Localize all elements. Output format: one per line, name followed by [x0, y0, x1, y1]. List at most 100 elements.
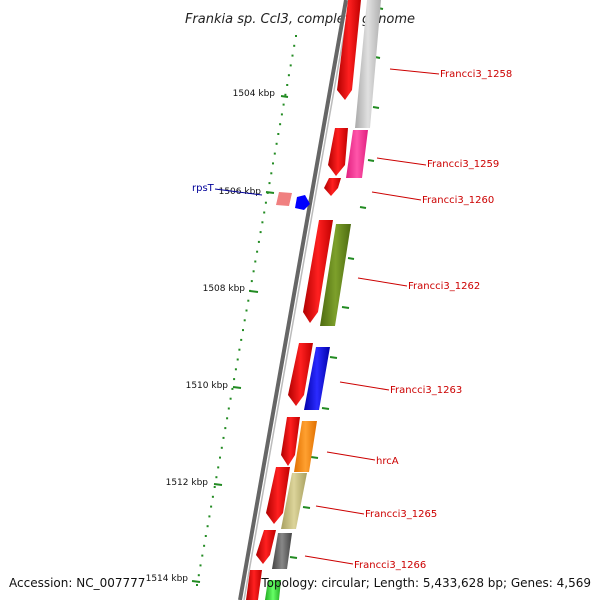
genome-backbone: [238, 0, 351, 600]
label-francci3-1266: Francci3_1266: [354, 560, 426, 571]
gene-francci3-1262: [320, 224, 351, 326]
gene-hrca: [294, 421, 317, 472]
scale-dot: [272, 162, 274, 165]
scale-dot: [206, 525, 209, 528]
scale-dot: [243, 319, 246, 322]
cds-feature: [266, 467, 290, 524]
scale-dot: [199, 564, 202, 567]
cds-feature: [281, 417, 300, 466]
cds-feature: [246, 570, 262, 600]
scale-dot: [250, 280, 253, 283]
gene-francci3-1263: [304, 347, 330, 410]
cds-feature: [328, 128, 348, 176]
gene-labels: Francci3_1258 Francci3_1259 Francci3_126…: [192, 68, 512, 571]
label-francci3-1263: Francci3_1263: [390, 385, 462, 396]
scale-dot: [203, 544, 206, 547]
scale-dot: [231, 387, 234, 390]
major-tick: [191, 580, 201, 583]
rpst-feature: [276, 192, 292, 206]
cds-feature: [303, 220, 333, 323]
major-tick: [265, 191, 275, 194]
scale-dot: [197, 574, 200, 577]
label-rpst: rpsT: [192, 183, 215, 194]
scale-dots: [196, 35, 297, 586]
scale-dot: [201, 554, 204, 557]
accession-text: Accession: NC_007777: [9, 576, 145, 590]
scale-dot: [282, 103, 285, 106]
outer-ring-ticks: [289, 7, 384, 559]
tick-label-1508: 1508 kbp: [203, 284, 246, 294]
scale-dot: [280, 113, 283, 116]
scale-dot: [293, 44, 296, 47]
scale-dot: [289, 64, 292, 67]
scale-dot: [291, 54, 294, 57]
label-francci3-1258: Francci3_1258: [440, 69, 512, 80]
scale-dot: [220, 446, 223, 449]
tick-label-1514: 1514 kbp: [146, 574, 189, 584]
scale-dot: [259, 231, 262, 234]
cds-feature: [324, 178, 341, 196]
cds-feature: [337, 0, 361, 100]
scale-dot: [270, 172, 273, 175]
major-tick: [249, 290, 259, 293]
scale-dot: [275, 142, 278, 145]
scale-dot: [242, 329, 244, 332]
scale-dot: [196, 584, 198, 586]
scale-dot: [286, 84, 289, 86]
scale-dot: [256, 250, 259, 253]
cds-feature: [256, 530, 276, 564]
scale-dot: [215, 476, 218, 479]
label-francci3-1265: Francci3_1265: [365, 509, 437, 520]
scale-dot: [247, 299, 250, 302]
scale-dot: [210, 505, 213, 508]
cds-track: [246, 0, 361, 600]
tick-label-1512: 1512 kbp: [166, 478, 209, 488]
scale-dot: [213, 486, 216, 488]
gene-francci3-1259: [346, 130, 368, 178]
scale-dot: [264, 201, 267, 204]
map-title: Frankia sp. CcI3, complete genome: [185, 12, 415, 27]
gene-francci3-1258: [355, 0, 381, 128]
label-hrca: hrcA: [376, 456, 399, 467]
major-tick: [232, 386, 242, 389]
major-tick: [213, 483, 223, 486]
scale-dot: [268, 182, 271, 185]
scale-dot: [204, 535, 207, 537]
gene-bottom: [265, 580, 281, 600]
scale-dot: [234, 368, 237, 371]
scale-dot: [233, 378, 236, 381]
scale-dot: [287, 74, 290, 77]
scale-dot: [227, 407, 230, 410]
cds-feature: [288, 343, 313, 406]
label-francci3-1262: Francci3_1262: [408, 281, 480, 292]
scale-dot: [236, 358, 239, 361]
scale-dot: [211, 495, 214, 498]
scale-dot: [222, 436, 225, 439]
scale-dot: [263, 211, 266, 214]
topology-text: Topology: circular; Length: 5,433,628 bp…: [260, 576, 591, 590]
tick-label-1510: 1510 kbp: [186, 381, 229, 391]
scale-dot: [217, 466, 220, 469]
gene-francci3-1265: [281, 473, 307, 529]
scale-dot: [257, 240, 260, 243]
scale-dot: [295, 35, 297, 37]
scale-dot: [208, 515, 211, 518]
scale-ticks: 1504 kbp 1506 kbp 1508 kbp 1510 kbp 1512…: [146, 89, 289, 584]
scale-dot: [279, 123, 282, 126]
label-francci3-1260: Francci3_1260: [422, 195, 494, 206]
gene-francci3-1266: [272, 533, 292, 569]
scale-dot: [254, 260, 257, 263]
scale-dot: [277, 133, 280, 135]
major-tick: [280, 95, 289, 98]
scale-dot: [229, 397, 232, 400]
tick-label-1504: 1504 kbp: [233, 89, 276, 99]
gene-rpst: [276, 192, 310, 210]
scale-dot: [238, 348, 241, 351]
scale-dot: [224, 427, 227, 430]
scale-dot: [240, 338, 243, 341]
scale-dot: [219, 456, 221, 459]
gene-track: [265, 0, 381, 600]
scale-dot: [245, 309, 248, 312]
scale-dot: [226, 417, 229, 420]
